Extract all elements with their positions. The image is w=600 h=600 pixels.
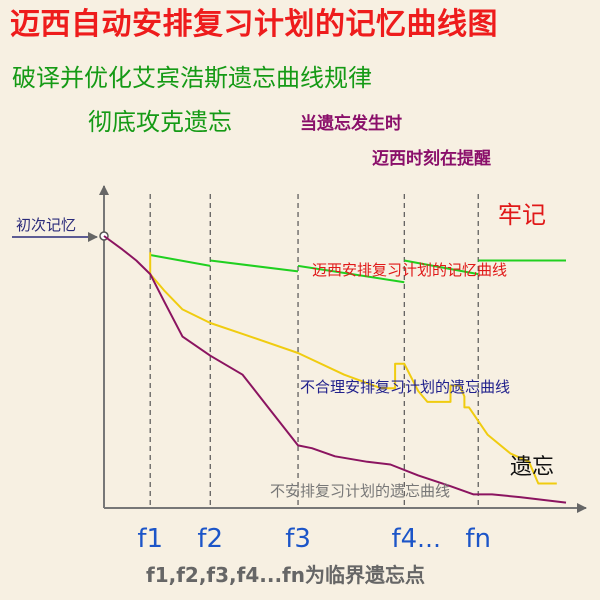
tick-label-fn: fn <box>465 524 491 554</box>
subtitle-line-2: 彻底攻克遗忘 <box>88 108 232 136</box>
tick-label-f2: f2 <box>197 524 223 554</box>
series-2-segment-0 <box>103 235 567 504</box>
tick-label-f4: f4 <box>391 524 417 554</box>
subtitle-line-1: 破译并优化艾宾浩斯遗忘曲线规律 <box>12 64 372 92</box>
series-0-segment-1 <box>210 259 299 273</box>
note-line-1: 当遗忘发生时 <box>300 114 402 134</box>
series-0-segment-3 <box>404 259 479 276</box>
series-label-none: 不安排复习计划的遗忘曲线 <box>270 482 450 500</box>
tick-label-f3: f3 <box>285 524 311 554</box>
tick-ellipsis: … <box>417 525 441 553</box>
series-label-good: 迈西安排复习计划的记忆曲线 <box>312 261 507 279</box>
poster-title: 迈西自动安排复习计划的记忆曲线图 <box>10 7 498 42</box>
footer-note: f1,f2,f3,f4...fn为临界遗忘点 <box>146 563 425 587</box>
series-label-bad: 不合理安排复习计划的遗忘曲线 <box>300 378 510 396</box>
note-line-2: 迈西时刻在提醒 <box>372 149 491 169</box>
y-axis-label: 初次记忆 <box>16 216 76 234</box>
forgetting-label: 遗忘 <box>510 455 554 480</box>
tick-label-f1: f1 <box>137 524 163 554</box>
series-1-segment-0 <box>149 252 557 485</box>
strong-memory-label: 牢记 <box>498 201 546 229</box>
series-0-segment-0 <box>150 254 211 267</box>
series-0-segment-2 <box>297 264 405 284</box>
